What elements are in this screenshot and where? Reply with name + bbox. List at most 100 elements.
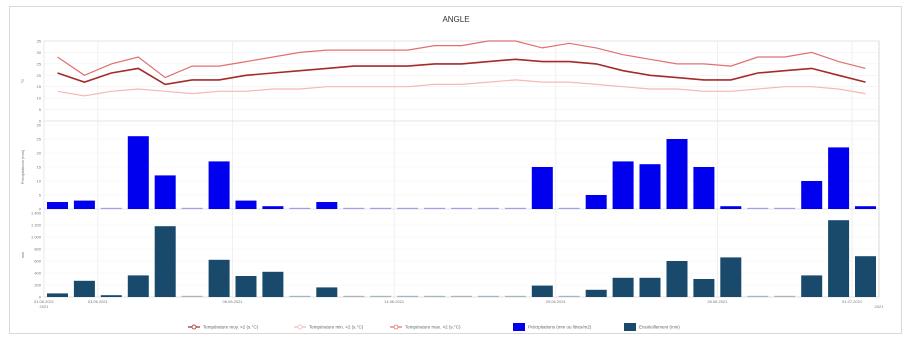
precip-y-tick-label: 10: [37, 179, 42, 184]
precip-bar: [504, 207, 526, 209]
precip-bar: [558, 207, 580, 209]
sun-bar: [208, 259, 230, 297]
legend-label: Température max. ×2 (s.°C): [405, 325, 461, 330]
legend-label: Température min. ×2 (s.°C): [309, 325, 364, 330]
sun-y-tick-label: 1 200: [31, 223, 42, 228]
x-tick-label: 01.07.2021: [842, 299, 863, 304]
legend-label: Température moy. ×2 (s.°C): [203, 325, 259, 330]
temp-y-tick-label: 15: [37, 84, 42, 89]
precip-bar: [693, 167, 715, 209]
legend-swatch-marker: [393, 324, 399, 330]
precip-bar: [855, 206, 876, 209]
precip-bar: [397, 207, 419, 209]
sun-bar: [47, 293, 68, 297]
temp-y-axis-label: °C: [20, 79, 25, 84]
sun-bar: [774, 295, 796, 297]
sun-bar: [855, 256, 876, 297]
precip-y-tick-label: 15: [37, 165, 42, 170]
precip-bar: [451, 207, 472, 209]
sun-bar: [585, 289, 607, 297]
precip-y-tick-label: 30: [37, 123, 42, 128]
temp-series-line-1: [57, 79, 866, 97]
precip-bar: [154, 175, 176, 209]
sun-y-tick-label: 400: [34, 271, 41, 276]
precip-bar: [181, 207, 203, 209]
legend-swatch-box: [513, 323, 525, 331]
sun-bar: [451, 295, 472, 297]
precip-y-tick-label: 20: [37, 151, 42, 156]
sun-bar: [343, 295, 365, 297]
sun-bar: [531, 285, 553, 297]
precip-y-tick-label: 25: [37, 137, 42, 142]
x-tick-label: 26.06.2021: [707, 299, 728, 304]
temp-y-tick-label: 0: [39, 119, 42, 124]
legend-label: Précipitations (mm ou litres/m2): [528, 325, 592, 330]
sun-bar: [720, 257, 742, 297]
sun-bar: [693, 279, 715, 297]
precip-bar: [235, 200, 257, 209]
precip-y-tick-label: 5: [39, 193, 42, 198]
sun-bar: [289, 295, 311, 297]
legend-swatch-box: [624, 323, 636, 331]
precip-bar: [343, 207, 365, 209]
precip-bar: [612, 161, 634, 209]
legend-swatch-marker: [297, 324, 303, 330]
sun-bar: [828, 220, 850, 297]
precip-bar: [801, 181, 823, 209]
temp-y-tick-label: 25: [37, 61, 42, 66]
x-tick-sublabel: 2021: [40, 304, 50, 309]
precip-bar: [424, 207, 446, 209]
temp-y-tick-label: 30: [37, 50, 42, 55]
sun-y-tick-label: 800: [34, 247, 41, 252]
precip-bar: [370, 207, 392, 209]
sun-y-tick-label: 200: [34, 283, 41, 288]
precip-bar: [828, 147, 850, 209]
x-tick-label: 20.06.2021: [546, 299, 567, 304]
precip-bar: [477, 207, 499, 209]
precip-bar: [127, 136, 149, 209]
x-tick-label: 08.06.2021: [223, 299, 244, 304]
sun-bar: [73, 280, 95, 297]
precip-bar: [100, 207, 122, 209]
temp-y-tick-label: 5: [39, 107, 42, 112]
sun-bar: [181, 295, 203, 297]
precip-bar: [585, 195, 607, 209]
sun-bar: [154, 226, 176, 297]
precip-bar: [208, 161, 230, 209]
temp-series-line-2: [57, 40, 866, 79]
precip-bar: [774, 207, 796, 209]
sun-y-tick-label: 1 000: [31, 235, 42, 240]
sun-bar: [639, 277, 661, 297]
sun-bar: [235, 276, 257, 297]
sun-y-axis-label: min: [20, 252, 25, 258]
x-tick-label: 01.06.2021: [34, 299, 55, 304]
sun-bar: [262, 271, 284, 297]
precip-bar: [747, 207, 769, 209]
x-tick-label: 14.06.2021: [384, 299, 405, 304]
temp-y-tick-label: 35: [37, 39, 42, 44]
sun-y-tick-label: 0: [39, 295, 42, 300]
sun-y-tick-label: 1 400: [31, 211, 42, 216]
sun-bar: [424, 295, 446, 297]
sun-y-tick-label: 600: [34, 259, 41, 264]
precip-bar: [531, 167, 553, 209]
sun-bar: [612, 277, 634, 297]
precip-bar: [720, 206, 742, 209]
precip-bar: [666, 139, 688, 209]
sun-bar: [801, 275, 823, 297]
precip-bar: [262, 206, 284, 209]
legend-label: Ensoleillement (min): [639, 325, 680, 330]
sun-bar: [666, 261, 688, 297]
precip-bar: [47, 202, 68, 209]
precip-bar: [289, 207, 311, 209]
sun-bar: [127, 275, 149, 297]
sun-bar: [316, 287, 338, 297]
sun-bar: [558, 295, 580, 297]
chart-frame: ANGLE 35 30 25 20 15 10 5 0 °C 30 25 20 15 10 5 0 Précipi…: [9, 6, 902, 334]
precip-y-tick-label: 0: [39, 207, 42, 212]
sun-bar: [747, 295, 769, 297]
precip-bar: [73, 200, 95, 209]
legend-swatch-marker: [191, 324, 197, 330]
sun-bar: [370, 295, 392, 297]
x-tick-sublabel: 2021: [875, 304, 885, 309]
